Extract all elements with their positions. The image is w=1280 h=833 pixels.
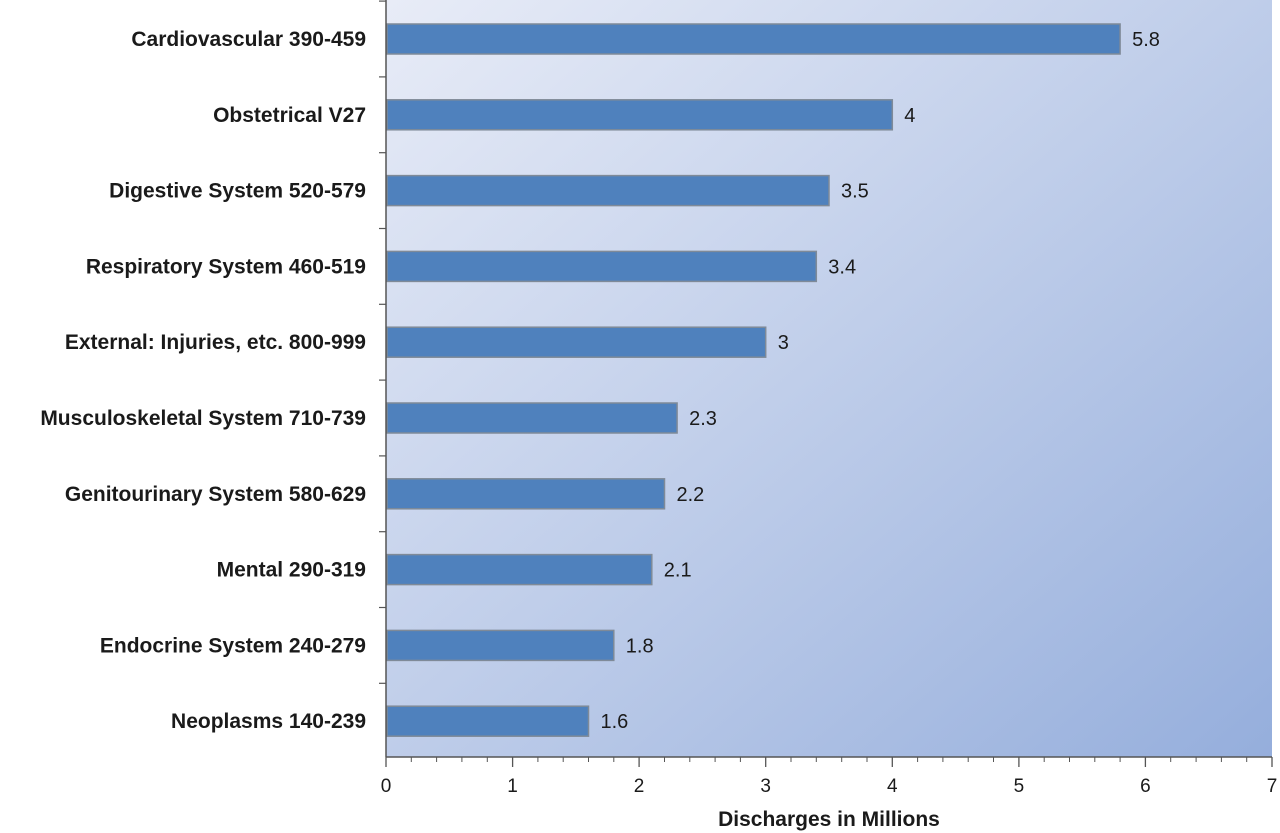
bar bbox=[386, 705, 590, 737]
data-label: 3.5 bbox=[841, 181, 869, 203]
data-label: 4 bbox=[904, 105, 915, 127]
x-tick-label: 5 bbox=[1014, 776, 1025, 797]
x-tick-label: 6 bbox=[1140, 776, 1151, 797]
axes-layer: 0 1 2 3 4 5 6 7 bbox=[379, 0, 1277, 797]
category-label: Genitourinary System 580-629 bbox=[65, 483, 366, 506]
data-label: 1.8 bbox=[626, 635, 654, 657]
bar bbox=[386, 174, 830, 207]
data-label: 2.2 bbox=[677, 484, 705, 506]
category-label: Musculoskeletal System 710-739 bbox=[40, 407, 366, 430]
bar bbox=[386, 478, 666, 510]
bar bbox=[386, 250, 818, 283]
data-label: 2.3 bbox=[689, 408, 717, 430]
bar bbox=[386, 99, 894, 131]
x-axis-title: Discharges in Millions bbox=[718, 808, 940, 831]
data-label: 3 bbox=[778, 332, 789, 354]
bar bbox=[386, 629, 615, 662]
category-label: Respiratory System 460-519 bbox=[86, 255, 366, 278]
labels-layer: 5.8 Cardiovascular 390-459 4 Obstetrical V2… bbox=[40, 28, 1160, 733]
x-tick-label: 3 bbox=[760, 776, 771, 797]
x-tick-label: 1 bbox=[507, 776, 518, 797]
x-tick-label: 4 bbox=[887, 776, 898, 797]
bar bbox=[386, 402, 678, 434]
bar bbox=[386, 553, 653, 586]
data-label: 1.6 bbox=[601, 711, 629, 733]
category-label: Neoplasms 140-239 bbox=[171, 710, 366, 733]
category-label: Mental 290-319 bbox=[217, 559, 366, 582]
category-label: Obstetrical V27 bbox=[213, 104, 366, 127]
category-label: Endocrine System 240-279 bbox=[100, 634, 366, 657]
data-label: 3.4 bbox=[828, 256, 856, 278]
bar bbox=[386, 326, 767, 358]
category-label: External: Injuries, etc. 800-999 bbox=[65, 331, 366, 354]
x-tick-label: 0 bbox=[381, 776, 392, 797]
bar bbox=[386, 23, 1121, 55]
bars-layer bbox=[386, 23, 1121, 737]
category-label: Cardiovascular 390-459 bbox=[131, 28, 366, 51]
category-label: Digestive System 520-579 bbox=[109, 180, 366, 203]
x-tick-label: 7 bbox=[1267, 776, 1278, 797]
data-label: 5.8 bbox=[1132, 29, 1160, 51]
data-label: 2.1 bbox=[664, 560, 692, 582]
x-tick-label: 2 bbox=[634, 776, 645, 797]
